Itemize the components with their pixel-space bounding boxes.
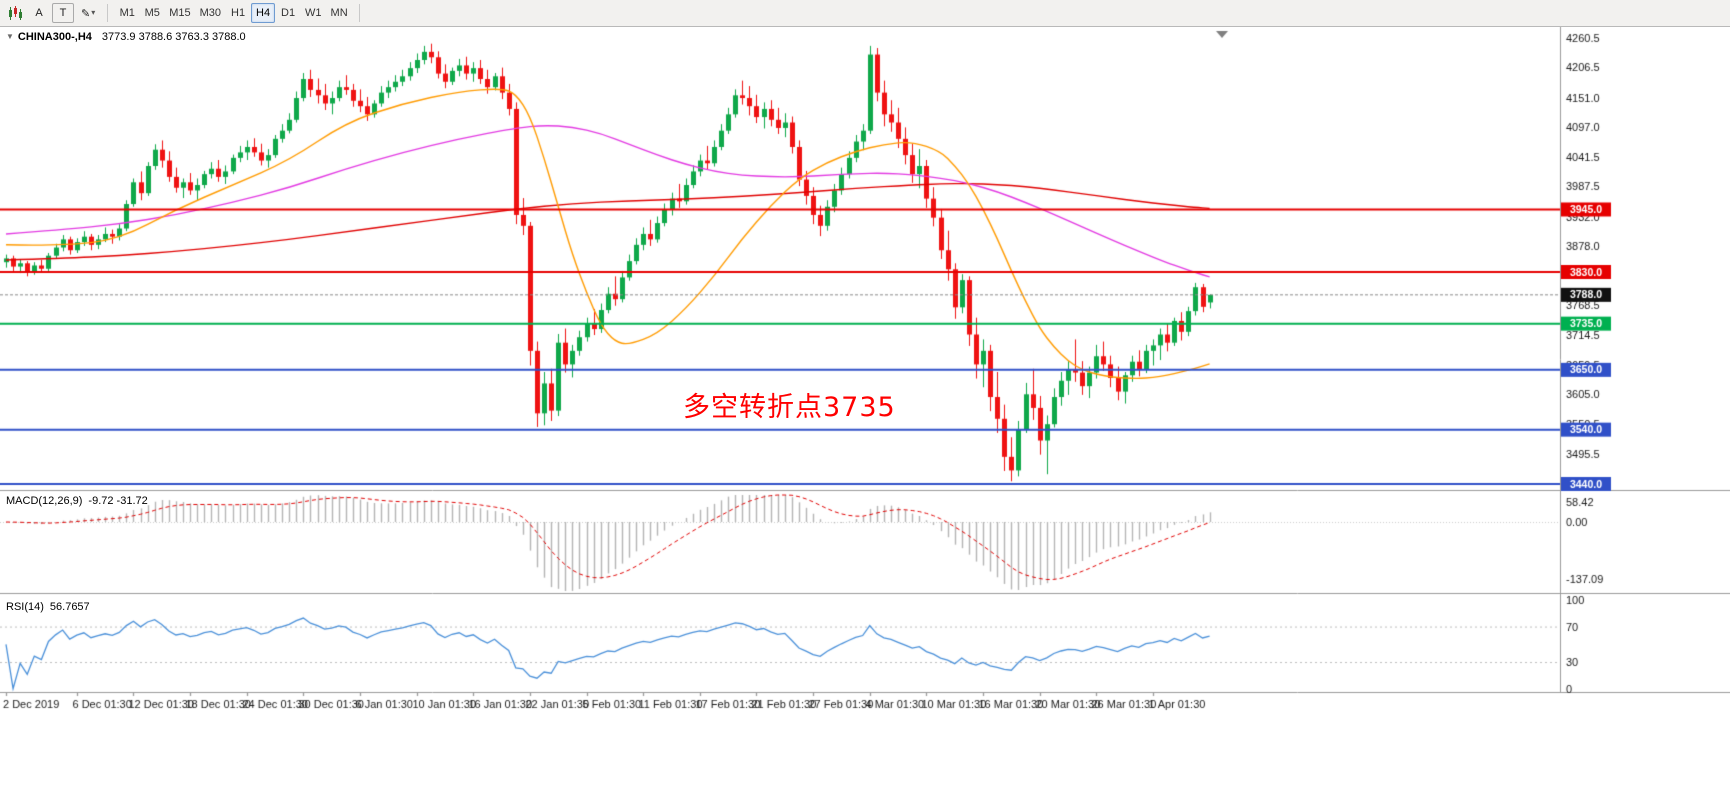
timeframe-mn[interactable]: MN: [327, 3, 352, 23]
macd-name: MACD(12,26,9): [6, 495, 83, 507]
toolbar-separator: [107, 4, 109, 22]
chart-window: ▼ CHINA300-,H4 3773.9 3788.6 3763.3 3788.0…: [0, 27, 1730, 790]
draw-tool-button[interactable]: ✎ ▾: [76, 3, 100, 23]
toolbar-separator: [358, 4, 360, 22]
label-tool-button[interactable]: T: [52, 3, 74, 23]
chart-annotation-text[interactable]: 多空转折点3735: [683, 392, 896, 423]
title-caret-icon: ▼: [6, 32, 14, 41]
timeframe-m5[interactable]: M5: [140, 3, 164, 23]
timeframe-d1[interactable]: D1: [276, 3, 300, 23]
macd-values: -9.72 -31.72: [88, 495, 148, 507]
timeframe-m30[interactable]: M30: [196, 3, 225, 23]
rsi-value: 56.7657: [49, 601, 90, 613]
chart-canvas[interactable]: [0, 27, 1730, 790]
timeframe-group: M1 M5 M15 M30 H1 H4 D1 W1 MN: [115, 3, 351, 23]
chart-title: ▼ CHINA300-,H4 3773.9 3788.6 3763.3 3788.0: [6, 31, 246, 43]
ohlc-readout: 3773.9 3788.6 3763.3 3788.0: [101, 31, 246, 43]
caret-down-icon: ▾: [91, 8, 96, 17]
chart-icon[interactable]: [4, 2, 26, 24]
timeframe-m1[interactable]: M1: [115, 3, 139, 23]
toolbar: A T ✎ ▾ M1 M5 M15 M30 H1 H4 D1 W1 MN: [0, 0, 1730, 27]
rsi-name: RSI(14): [6, 601, 44, 613]
macd-indicator-label: MACD(12,26,9) -9.72 -31.72: [6, 495, 148, 507]
timeframe-w1[interactable]: W1: [301, 3, 326, 23]
timeframe-m15[interactable]: M15: [165, 3, 194, 23]
pencil-icon: ✎: [81, 7, 91, 20]
rsi-indicator-label: RSI(14) 56.7657: [6, 601, 90, 613]
text-tool-button[interactable]: A: [28, 3, 50, 23]
timeframe-h4[interactable]: H4: [251, 3, 276, 23]
timeframe-h1[interactable]: H1: [226, 3, 250, 23]
symbol-period-label: CHINA300-,H4: [17, 31, 92, 43]
